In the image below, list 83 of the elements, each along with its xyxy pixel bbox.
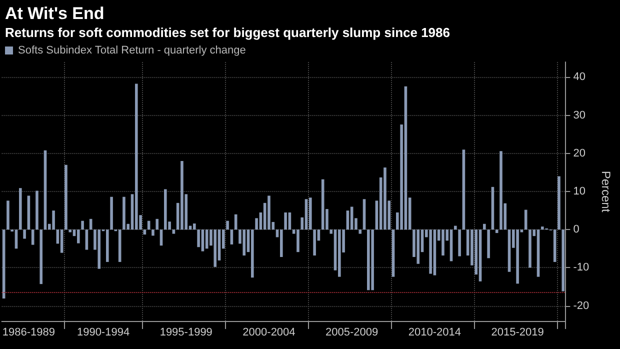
bar bbox=[81, 220, 84, 230]
bar bbox=[558, 176, 560, 230]
x-tick-label: 1986-1989 bbox=[2, 326, 55, 338]
bar bbox=[350, 206, 354, 230]
bar bbox=[541, 226, 544, 230]
bar bbox=[313, 230, 316, 256]
bar bbox=[433, 230, 436, 276]
bar bbox=[338, 230, 341, 277]
y-tick-label: 0 bbox=[573, 224, 580, 236]
bar bbox=[553, 230, 556, 262]
bar bbox=[478, 230, 482, 282]
bar bbox=[197, 230, 200, 248]
bar bbox=[31, 230, 34, 245]
legend-label: Softs Subindex Total Return - quarterly change bbox=[18, 44, 246, 56]
y-axis-title: Percent bbox=[599, 170, 613, 213]
bar bbox=[562, 230, 565, 292]
bar bbox=[143, 230, 146, 235]
bar bbox=[384, 168, 386, 230]
x-tick-label: 2000-2004 bbox=[242, 326, 296, 338]
x-tick-label: 2010-2014 bbox=[408, 326, 461, 338]
bar bbox=[442, 230, 444, 256]
bar bbox=[508, 230, 511, 272]
bar bbox=[156, 218, 159, 230]
x-tick-label: 1995-1999 bbox=[160, 326, 212, 338]
y-tick-label: 40 bbox=[573, 71, 586, 84]
y-tick-label: 20 bbox=[573, 147, 586, 160]
bar bbox=[98, 230, 101, 269]
x-tick-label: 2015-2019 bbox=[491, 326, 544, 338]
bar bbox=[77, 230, 80, 244]
bar bbox=[483, 224, 486, 230]
bar bbox=[429, 230, 432, 274]
y-tick-label: -10 bbox=[573, 262, 590, 274]
bar bbox=[251, 230, 254, 278]
bar bbox=[536, 230, 540, 277]
bar bbox=[309, 198, 312, 230]
bar bbox=[110, 196, 113, 230]
bar bbox=[487, 230, 490, 258]
bar bbox=[268, 196, 270, 230]
bar bbox=[40, 230, 43, 284]
bar bbox=[367, 230, 370, 290]
bar bbox=[23, 230, 26, 239]
bar bbox=[516, 230, 519, 284]
bar bbox=[242, 230, 246, 256]
bar bbox=[52, 210, 55, 230]
bar bbox=[106, 230, 109, 262]
bar bbox=[180, 161, 184, 230]
chart-subtitle: Returns for soft commodities set for biggest quarterly slump since 1986 bbox=[5, 25, 450, 40]
bar bbox=[164, 189, 167, 230]
bar bbox=[68, 230, 72, 232]
bar bbox=[495, 230, 498, 234]
bar bbox=[152, 230, 154, 236]
y-tick-label: 30 bbox=[573, 109, 586, 122]
bar bbox=[118, 230, 122, 262]
bar bbox=[6, 200, 10, 230]
bar bbox=[392, 230, 395, 277]
chart-title: At Wit's End bbox=[5, 4, 104, 23]
bar bbox=[172, 230, 176, 234]
bar bbox=[296, 230, 300, 252]
bar bbox=[19, 188, 22, 230]
bar bbox=[85, 230, 88, 250]
x-tick-label: 1990-1994 bbox=[76, 326, 130, 338]
bar bbox=[201, 230, 204, 252]
bar bbox=[36, 190, 38, 230]
bar bbox=[193, 223, 196, 230]
bar bbox=[122, 196, 126, 230]
y-tick-label: -20 bbox=[573, 300, 590, 312]
bar bbox=[284, 212, 287, 230]
x-tick-label: 2005-2009 bbox=[326, 326, 378, 338]
bar bbox=[416, 230, 420, 264]
bar bbox=[280, 230, 283, 258]
bar bbox=[358, 230, 362, 234]
bar bbox=[214, 230, 217, 267]
bar bbox=[226, 220, 229, 230]
bar bbox=[528, 230, 532, 268]
bar bbox=[371, 230, 374, 290]
bar bbox=[230, 230, 234, 244]
bar bbox=[135, 84, 138, 230]
bar bbox=[64, 164, 68, 230]
bar bbox=[60, 230, 64, 253]
bar bbox=[458, 230, 461, 256]
bar bbox=[454, 226, 457, 230]
y-tick-label: 10 bbox=[573, 186, 586, 198]
bar bbox=[500, 151, 502, 230]
